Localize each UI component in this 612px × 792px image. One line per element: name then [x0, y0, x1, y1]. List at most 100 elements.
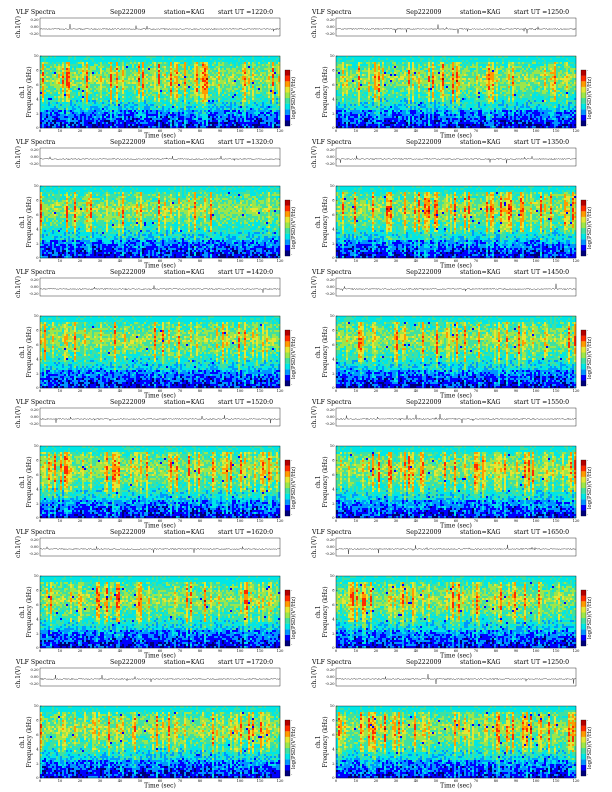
- spectrogram-cell: [112, 62, 115, 65]
- spectrogram-cell: [46, 96, 49, 99]
- spectrogram-cell: [86, 112, 89, 115]
- spectrogram-cell: [142, 80, 145, 83]
- spectrogram-cell: [272, 110, 275, 113]
- spectrogram-cell: [244, 84, 247, 87]
- spectrogram-cell: [218, 68, 221, 71]
- spectrogram-cell: [262, 102, 265, 105]
- spectrogram-cell: [106, 78, 109, 81]
- spectrogram-cell: [474, 58, 477, 61]
- spectrogram-cell: [80, 102, 83, 105]
- spectrogram-cell: [96, 108, 99, 111]
- spectrogram-cell: [238, 70, 241, 73]
- spectrogram-cell: [122, 108, 125, 111]
- spectrogram-cell: [176, 78, 179, 81]
- spectrogram-cell: [354, 62, 357, 65]
- spectrogram-cell: [142, 118, 145, 121]
- spectrogram-cell: [146, 78, 149, 81]
- spectrogram-cell: [154, 62, 157, 65]
- spectrogram-cell: [150, 100, 153, 103]
- spectrogram-cell: [210, 114, 213, 117]
- spectrogram-cell: [146, 108, 149, 111]
- spectrogram-cell: [44, 82, 47, 85]
- spectrogram-cell: [274, 108, 277, 111]
- spectrogram-cell: [374, 58, 377, 61]
- spectrogram-cell: [352, 62, 355, 65]
- spectrogram-cell: [366, 62, 369, 65]
- spectrogram-cell: [226, 68, 229, 71]
- spectrogram-cell: [262, 70, 265, 73]
- spectrogram-cell: [100, 102, 103, 105]
- spectrogram-cell: [208, 86, 211, 89]
- spectrogram-cell: [64, 116, 67, 119]
- spectrogram-cell: [72, 104, 75, 107]
- spectrogram-cell: [190, 60, 193, 63]
- spectrogram-cell: [222, 74, 225, 77]
- spectrogram-cell: [98, 122, 101, 125]
- spectrogram-cell: [80, 80, 83, 83]
- spectrogram-cell: [254, 88, 257, 91]
- spectrogram-cell: [260, 92, 263, 95]
- spectrogram-cell: [266, 122, 269, 125]
- spectrogram-cell: [166, 90, 169, 93]
- spectrogram-cell: [132, 86, 135, 89]
- spectrogram-cell: [194, 104, 197, 107]
- spectrogram-cell: [258, 64, 261, 67]
- spectrogram-cell: [70, 98, 73, 101]
- spectrogram-cell: [108, 92, 111, 95]
- spectrogram-cell: [228, 102, 231, 105]
- spectrogram-cell: [166, 64, 169, 67]
- spectrogram-cell: [84, 94, 87, 97]
- spectrogram-cell: [104, 88, 107, 91]
- spectrogram-cell: [166, 110, 169, 113]
- spectrogram-cell: [396, 62, 399, 65]
- spectrogram-cell: [340, 58, 343, 61]
- spectrogram-cell: [508, 56, 511, 59]
- spectrogram-cell: [52, 68, 55, 71]
- spectrogram-cell: [386, 56, 389, 59]
- spectrogram-cell: [500, 60, 503, 63]
- spectrogram-cell: [94, 58, 97, 61]
- spectrogram-cell: [540, 62, 543, 65]
- spectrogram-cell: [110, 120, 113, 123]
- spectrogram-cell: [264, 64, 267, 67]
- spectrogram-cell: [382, 58, 385, 61]
- spectrogram-cell: [474, 64, 477, 67]
- spectrogram-cell: [162, 120, 165, 123]
- spectrogram-cell: [244, 124, 247, 127]
- spectrogram-cell: [250, 88, 253, 91]
- spectrogram-cell: [130, 68, 133, 71]
- spectrogram-cell: [238, 68, 241, 71]
- spectrogram-cell: [266, 112, 269, 115]
- spectrogram-cell: [248, 114, 251, 117]
- spectrogram-cell: [128, 100, 131, 103]
- spectrogram-cell: [132, 106, 135, 109]
- spectrogram-cell: [272, 104, 275, 107]
- spectrogram-cell: [178, 68, 181, 71]
- spectrogram-cell: [60, 84, 63, 87]
- spectrogram-cell: [202, 120, 205, 123]
- spectrogram-cell: [60, 60, 63, 63]
- spectrogram-cell: [110, 100, 113, 103]
- spectrogram-cell: [72, 56, 75, 59]
- spectrogram-cell: [168, 106, 171, 109]
- spectrogram-cell: [138, 98, 141, 101]
- spectrogram-cell: [90, 62, 93, 65]
- spectrogram-cell: [554, 62, 557, 65]
- spectrogram-cell: [86, 92, 89, 95]
- spectrogram-cell: [40, 90, 43, 93]
- spectrogram-cell: [50, 126, 53, 129]
- spectrogram-cell: [202, 88, 205, 91]
- spectrogram-cell: [210, 92, 213, 95]
- spectrogram-cell: [542, 58, 545, 61]
- spectrogram-cell: [98, 66, 101, 69]
- spectrogram-cell: [120, 86, 123, 89]
- spectrogram-cell: [172, 64, 175, 67]
- spectrogram-cell: [174, 60, 177, 63]
- spectrogram-cell: [156, 84, 159, 87]
- spectrogram-cell: [118, 100, 121, 103]
- spectrogram-cell: [76, 86, 79, 89]
- spectrogram-cell: [164, 126, 167, 129]
- spectrogram-cell: [70, 124, 73, 127]
- spectrogram-cell: [208, 94, 211, 97]
- spectrogram-cell: [178, 76, 181, 79]
